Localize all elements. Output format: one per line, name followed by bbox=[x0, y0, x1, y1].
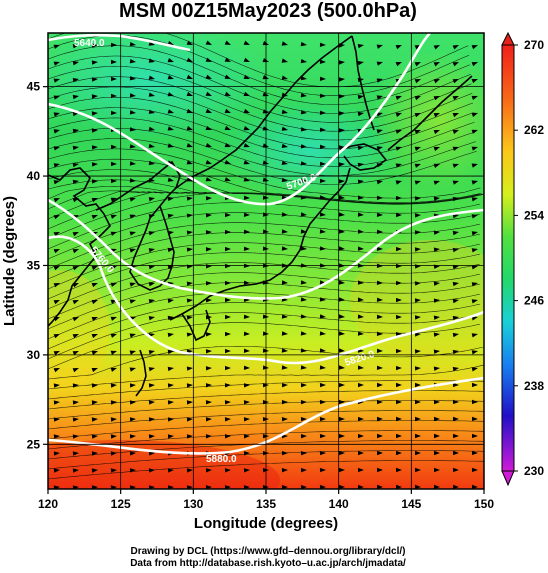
y-axis-label: Latitude (degrees) bbox=[1, 196, 18, 326]
contour-label-5880: 5880.0 bbox=[206, 454, 237, 465]
x-tick-label: 150 bbox=[474, 497, 494, 511]
colorbar-min-arrow bbox=[501, 470, 515, 487]
y-tick-label: 35 bbox=[27, 258, 41, 272]
latitude-tick-labels: 25 30 35 40 45 bbox=[27, 80, 41, 452]
x-tick-label: 120 bbox=[38, 497, 58, 511]
contour-5760 bbox=[48, 198, 484, 300]
credit-data: Data from http://database.rish.kyoto–u.a… bbox=[130, 558, 406, 569]
colorbar-tick-label: 238 bbox=[524, 379, 544, 393]
colorbar-tick-label: 270 bbox=[524, 38, 544, 52]
coast-korea-north bbox=[95, 160, 181, 211]
coast-china bbox=[48, 167, 111, 327]
coast-russia bbox=[175, 35, 353, 189]
contour-5820 bbox=[48, 235, 484, 365]
colorbar: 270 262 254 246 238 230 bbox=[501, 31, 544, 487]
credits: Drawing by DCL (https://www.gfd–dennou.o… bbox=[0, 546, 536, 570]
x-tick-label: 135 bbox=[256, 497, 276, 511]
coast-kurils bbox=[387, 75, 473, 151]
colorbar-tick-label: 254 bbox=[524, 208, 544, 222]
colorbar-tick-labels: 270 262 254 246 238 230 bbox=[514, 38, 544, 478]
page-title: MSM 00Z15May2023 (500.0hPa) bbox=[119, 0, 417, 22]
colorbar-tick-label: 262 bbox=[524, 123, 544, 137]
coast-honshu bbox=[169, 167, 351, 321]
coast-taiwan bbox=[135, 349, 147, 397]
contour-5640 bbox=[48, 33, 191, 52]
longitude-tick-labels: 120 125 130 135 140 145 150 bbox=[38, 497, 494, 511]
coastlines bbox=[48, 35, 473, 397]
height-contours bbox=[48, 33, 484, 455]
contour-5880 bbox=[48, 376, 484, 455]
y-tick-label: 40 bbox=[27, 169, 41, 183]
x-tick-label: 145 bbox=[401, 497, 421, 511]
colorbar-scale bbox=[501, 44, 515, 472]
x-axis-label: Longitude (degrees) bbox=[194, 515, 338, 532]
coast-kyushu bbox=[181, 309, 211, 342]
y-tick-label: 25 bbox=[27, 437, 41, 451]
contour-label-5640: 5640.0 bbox=[74, 38, 105, 49]
coast-sakhalin bbox=[351, 35, 375, 131]
plot-frame bbox=[47, 32, 485, 490]
coast-hokkaido bbox=[339, 143, 388, 171]
colorbar-tick-label: 230 bbox=[524, 464, 544, 478]
coast-korean-peninsula bbox=[129, 205, 175, 291]
colorbar-max-arrow bbox=[501, 31, 515, 46]
colorbar-tick-label: 246 bbox=[524, 294, 544, 308]
y-tick-label: 45 bbox=[27, 80, 41, 94]
x-tick-label: 140 bbox=[329, 497, 349, 511]
x-tick-label: 130 bbox=[183, 497, 203, 511]
credit-drawing: Drawing by DCL (https://www.gfd–dennou.o… bbox=[130, 546, 406, 557]
x-tick-label: 125 bbox=[111, 497, 131, 511]
contour-5700 bbox=[48, 33, 431, 206]
y-tick-label: 30 bbox=[27, 348, 41, 362]
streamline-paths bbox=[48, 33, 484, 480]
